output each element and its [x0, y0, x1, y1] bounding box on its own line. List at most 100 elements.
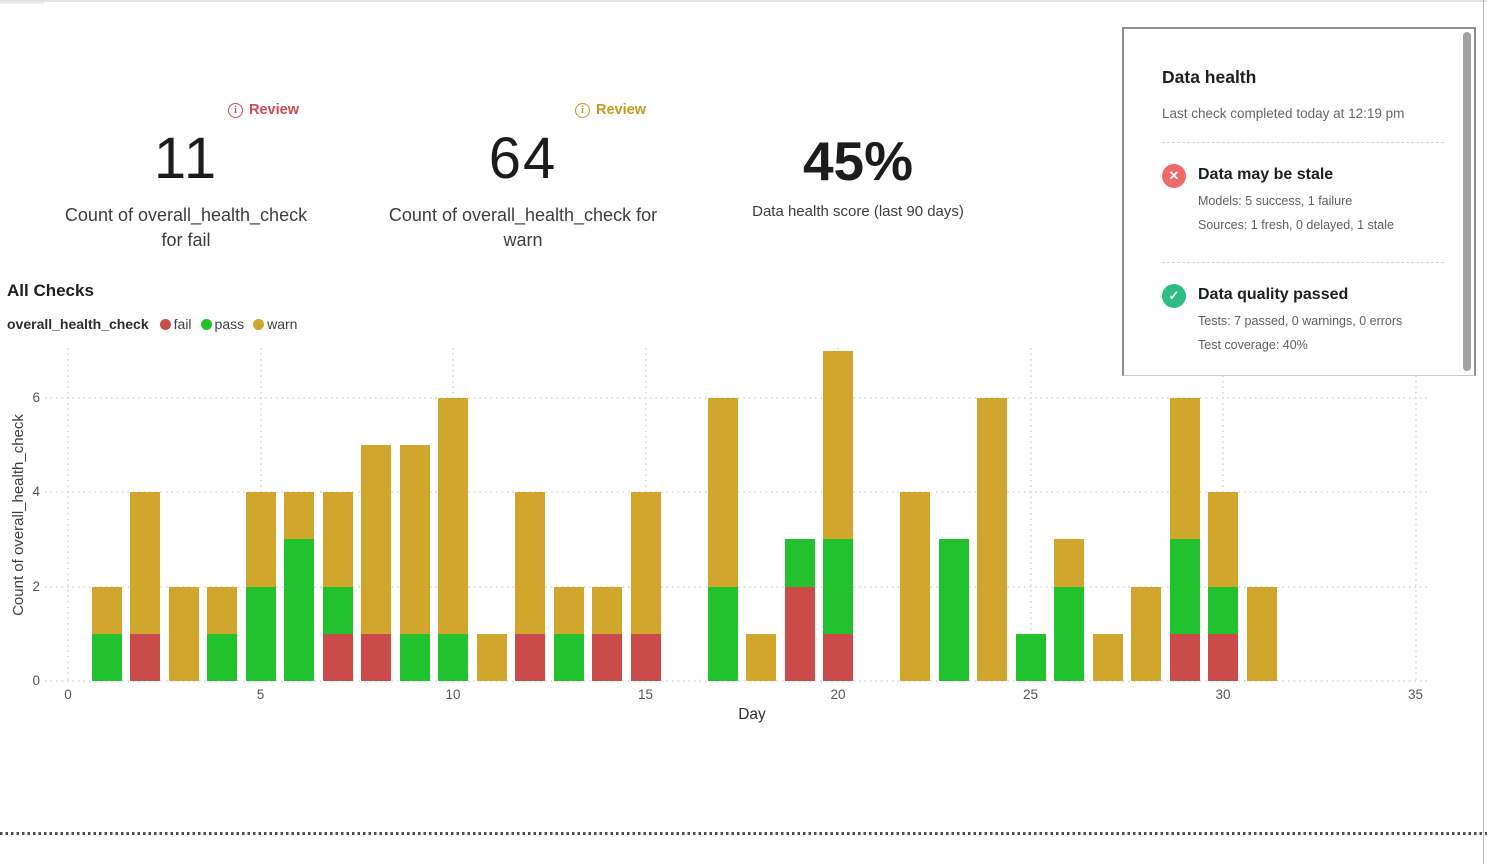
bar-segment-pass-day-23[interactable] — [938, 539, 969, 681]
x-axis-tick: 25 — [1022, 687, 1039, 702]
x-axis-tick: 10 — [445, 687, 461, 702]
gridline-horizontal — [45, 680, 1431, 682]
bar-segment-pass-day-29[interactable] — [1169, 539, 1200, 634]
y-axis-tick: 4 — [32, 484, 40, 500]
bar-segment-warn-day-28[interactable] — [1131, 586, 1161, 681]
status-item-detail: Test coverage: 40% — [1198, 338, 1308, 352]
bar-segment-pass-day-26[interactable] — [1054, 586, 1084, 681]
bar-segment-fail-day-29[interactable] — [1169, 633, 1200, 681]
bar-segment-warn-day-8[interactable] — [361, 445, 391, 634]
bar-segment-fail-day-8[interactable] — [361, 633, 391, 681]
panel-scrollbar[interactable] — [1463, 32, 1471, 371]
bar-segment-warn-day-18[interactable] — [746, 633, 776, 681]
stacked-bar-chart — [45, 348, 1436, 682]
bar-segment-pass-day-10[interactable] — [438, 633, 468, 681]
kpi-health-score-label: Data health score (last 90 days) — [752, 203, 964, 220]
bar-segment-warn-day-7[interactable] — [322, 492, 353, 587]
bar-segment-warn-day-27[interactable] — [1092, 633, 1123, 681]
bar-segment-pass-day-7[interactable] — [322, 586, 353, 634]
bar-segment-fail-day-12[interactable] — [515, 633, 545, 681]
bar-segment-warn-day-14[interactable] — [592, 586, 622, 634]
review-badge-warn[interactable]: i Review — [575, 102, 646, 118]
bar-segment-pass-day-4[interactable] — [207, 633, 237, 681]
legend-item-warn[interactable]: warn — [253, 316, 297, 332]
x-axis-tick: 30 — [1215, 687, 1231, 702]
gridline-horizontal — [45, 491, 1431, 494]
gridline-horizontal — [45, 396, 1431, 399]
bar-segment-pass-day-5[interactable] — [245, 586, 276, 681]
bar-segment-fail-day-14[interactable] — [592, 633, 622, 681]
kpi-warn-label: Count of overall_health_check for warn — [388, 205, 658, 250]
info-icon: i — [228, 102, 243, 118]
check-circle-icon: ✓ — [1162, 284, 1186, 308]
status-item-title: Data may be stale — [1198, 166, 1334, 183]
bar-segment-warn-day-1[interactable] — [91, 586, 122, 634]
panel-status-item: ✓ Data quality passed Tests: 7 passed, 0 w… — [1162, 284, 1444, 362]
bar-segment-warn-day-29[interactable] — [1169, 397, 1200, 540]
bar-segment-pass-day-9[interactable] — [399, 633, 430, 681]
bar-segment-warn-day-20[interactable] — [823, 350, 853, 540]
bar-segment-warn-day-3[interactable] — [168, 586, 199, 681]
info-icon: i — [575, 102, 590, 118]
status-item-detail: Models: 5 success, 1 failure — [1198, 194, 1353, 208]
bar-segment-warn-day-31[interactable] — [1246, 586, 1277, 681]
window-top-accent — [0, 0, 44, 4]
bar-segment-warn-day-22[interactable] — [900, 492, 930, 681]
bar-segment-warn-day-24[interactable] — [977, 397, 1007, 681]
bar-segment-warn-day-4[interactable] — [207, 586, 237, 634]
bar-segment-warn-day-5[interactable] — [245, 492, 276, 587]
bar-segment-fail-day-7[interactable] — [322, 633, 353, 681]
panel-last-check-text: Last check completed today at 12:19 pm — [1162, 106, 1405, 121]
gridline-vertical — [67, 348, 69, 681]
bar-segment-fail-day-20[interactable] — [823, 633, 853, 681]
chart-legend: overall_health_check fail pass warn — [7, 316, 297, 332]
bar-segment-warn-day-9[interactable] — [399, 445, 430, 634]
legend-item-pass[interactable]: pass — [200, 316, 245, 332]
bar-segment-pass-day-25[interactable] — [1015, 633, 1046, 681]
bar-segment-warn-day-13[interactable] — [553, 586, 584, 634]
bar-segment-pass-day-19[interactable] — [784, 539, 815, 587]
bar-segment-pass-day-13[interactable] — [553, 633, 584, 681]
x-axis-title: Day — [738, 706, 766, 723]
status-item-detail: Tests: 7 passed, 0 warnings, 0 errors — [1198, 314, 1403, 328]
bar-segment-warn-day-12[interactable] — [515, 492, 545, 634]
x-axis-tick: 20 — [830, 687, 846, 702]
bar-segment-warn-day-30[interactable] — [1208, 492, 1238, 587]
bar-segment-fail-day-2[interactable] — [130, 633, 160, 681]
legend-series-name: overall_health_check — [7, 316, 149, 332]
bar-segment-warn-day-17[interactable] — [707, 397, 738, 587]
bar-segment-warn-day-15[interactable] — [630, 492, 661, 634]
kpi-fail-value: 11 — [153, 126, 219, 191]
status-item-detail: Sources: 1 fresh, 0 delayed, 1 stale — [1198, 218, 1394, 232]
bar-segment-fail-day-19[interactable] — [784, 586, 815, 681]
y-axis-tick: 6 — [32, 389, 40, 405]
x-circle-icon: ✕ — [1162, 164, 1186, 188]
review-badge-fail[interactable]: i Review — [228, 102, 299, 118]
review-badge-label: Review — [596, 102, 646, 118]
bar-segment-fail-day-15[interactable] — [630, 633, 661, 681]
x-axis-tick: 35 — [1407, 687, 1424, 702]
gridline-horizontal — [45, 585, 1431, 588]
gridline-vertical — [1414, 348, 1417, 681]
legend-dot — [253, 318, 265, 330]
x-axis-tick: 15 — [637, 687, 654, 702]
bar-segment-warn-day-10[interactable] — [438, 397, 468, 634]
panel-title: Data health — [1162, 67, 1257, 87]
y-axis-tick: 0 — [32, 673, 40, 688]
bar-segment-pass-day-17[interactable] — [707, 586, 738, 681]
bar-segment-pass-day-30[interactable] — [1208, 586, 1238, 634]
bar-segment-pass-day-20[interactable] — [823, 539, 853, 634]
bar-segment-warn-day-11[interactable] — [476, 633, 507, 681]
bar-segment-warn-day-2[interactable] — [130, 492, 160, 634]
bar-segment-warn-day-26[interactable] — [1054, 539, 1084, 587]
legend-label: pass — [214, 316, 245, 332]
bar-segment-pass-day-6[interactable] — [284, 539, 314, 681]
bar-segment-fail-day-30[interactable] — [1208, 633, 1238, 681]
y-axis-title: Count of overall_health_check — [10, 414, 27, 616]
legend-dot — [200, 318, 212, 330]
bar-segment-pass-day-1[interactable] — [91, 633, 122, 681]
bar-segment-warn-day-6[interactable] — [284, 492, 314, 540]
kpi-warn-value: 64 — [488, 126, 558, 191]
bottom-dotted-divider — [0, 832, 1487, 835]
legend-item-fail[interactable]: fail — [159, 316, 192, 332]
